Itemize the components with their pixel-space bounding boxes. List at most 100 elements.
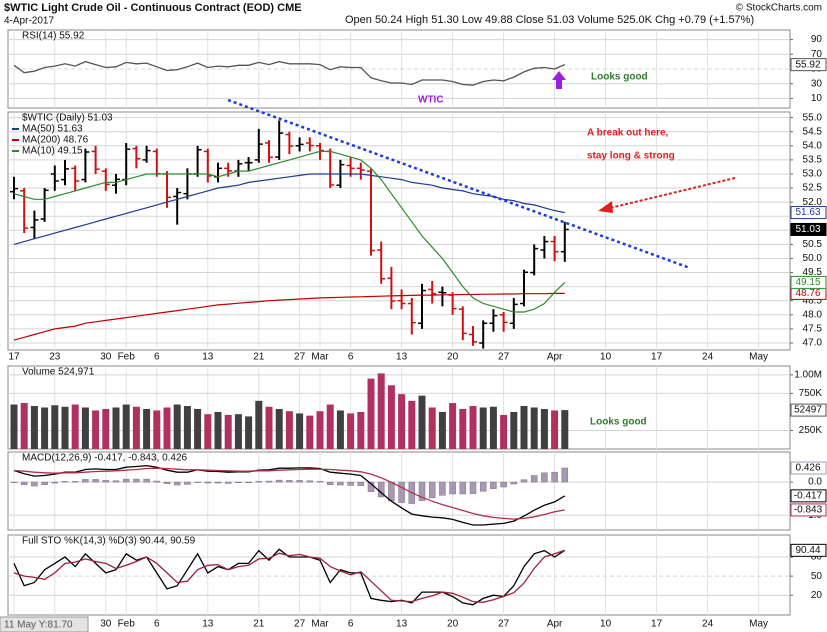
histogram-bar: [418, 481, 426, 501]
series-line: [13, 467, 565, 520]
volume-bar: [551, 410, 559, 449]
volume-bar: [214, 411, 222, 449]
panel-frame: [7, 29, 791, 109]
volume-bar: [510, 411, 518, 449]
histogram-bar: [347, 481, 354, 486]
legend-label: MA(50) 51.63: [22, 124, 83, 135]
y-tick-label: 48.0: [803, 309, 823, 320]
series-line: [13, 173, 565, 245]
volume-bar: [285, 411, 293, 449]
legend-label: Volume 524,971: [22, 367, 95, 378]
histogram-bar: [479, 481, 487, 492]
value-tag-label: 51.63: [795, 207, 820, 218]
legend-label: MACD(12,26,9) -0.417, -0.843, 0.426: [22, 453, 188, 464]
x-tick-label: 13: [202, 352, 214, 363]
histogram-bar: [51, 481, 59, 484]
histogram-bar: [265, 480, 273, 483]
x-tick-label: Feb: [118, 352, 136, 363]
histogram-bar: [439, 481, 446, 496]
histogram-bar: [337, 481, 344, 486]
histogram-bar: [214, 481, 222, 484]
x-tick-label: Mar: [311, 352, 329, 363]
histogram-bar: [541, 472, 548, 483]
histogram-bar: [184, 481, 191, 485]
value-tag: [790, 489, 827, 503]
x-tick-label: 17: [651, 352, 663, 363]
x-tick-label: 23: [49, 352, 61, 363]
pointer-arrow-head: [598, 201, 613, 213]
volume-bar: [438, 411, 446, 449]
x-tick-label: 10: [600, 352, 612, 363]
date: 4-Apr-2017: [4, 16, 54, 27]
value-tag-label: -0.843: [794, 505, 823, 516]
histogram-bar: [20, 481, 28, 485]
histogram-bar: [398, 481, 405, 503]
volume-bar: [153, 410, 161, 449]
volume-bar: [387, 385, 395, 449]
histogram-bar: [326, 481, 334, 485]
value-tag-label: 0.426: [795, 463, 820, 474]
x-tick-label: 30: [100, 352, 112, 363]
volume-bar: [132, 406, 140, 449]
volume-bar: [367, 378, 375, 449]
volume-bar: [173, 404, 181, 449]
volume-bar: [336, 410, 344, 449]
volume-bar: [520, 406, 528, 449]
volume-bar: [194, 408, 202, 449]
histogram-bar: [102, 480, 110, 483]
x-tick-label: 6: [348, 619, 354, 630]
value-tag-label: -0.417: [794, 490, 823, 501]
x-tick-label: Apr: [547, 352, 563, 363]
x-tick-label: 13: [396, 352, 408, 363]
cursor-box: [0, 616, 89, 632]
panels: [7, 29, 793, 616]
volume-bar: [61, 406, 69, 449]
volume-bar: [20, 403, 28, 449]
marks: 103050709047.047.548.048.549.049.550.050…: [8, 31, 827, 630]
volume-bar: [500, 414, 508, 449]
histogram-bar: [469, 481, 477, 494]
histogram-bar: [388, 481, 395, 502]
x-tick-label: 10: [600, 619, 612, 630]
cursor-readout: 11 May Y:81.70: [4, 620, 73, 631]
value-tag: [790, 206, 827, 220]
pointer-arrow: [609, 177, 736, 209]
volume-bar: [408, 400, 416, 449]
histogram-bar: [173, 481, 181, 486]
value-tag: [790, 58, 827, 72]
value-tag-label: 52497: [794, 405, 822, 416]
histogram-bar: [520, 479, 528, 483]
x-tick-label: 17: [651, 619, 663, 630]
y-tick-label: 50.0: [803, 253, 823, 264]
volume-bar: [275, 408, 283, 449]
volume-bar: [316, 411, 324, 449]
trend-line: [227, 98, 691, 270]
y-tick-label: 30: [811, 78, 823, 89]
volume-bar: [265, 406, 273, 449]
histogram-bar: [71, 481, 79, 483]
histogram-bar: [133, 478, 140, 483]
volume-bar: [489, 406, 497, 449]
y-tick-label: 20: [811, 590, 823, 601]
x-tick-label: 27: [498, 352, 510, 363]
y-tick-label: 50: [811, 571, 823, 582]
y-tick-label: 47.0: [803, 338, 823, 349]
volume-bar: [102, 408, 110, 449]
histogram-bar: [61, 481, 69, 483]
volume-bar: [398, 394, 406, 449]
symbol-title: $WTIC Light Crude Oil - Continuous Contr…: [4, 2, 302, 14]
volume-bar: [296, 413, 304, 449]
histogram-bar: [10, 481, 18, 483]
y-tick-label: 53.5: [803, 155, 823, 166]
histogram-bar: [92, 479, 99, 483]
x-tick-label: 21: [253, 619, 265, 630]
volume-bar: [204, 414, 212, 449]
x-tick-label: May: [749, 352, 768, 363]
y-tick-label: 750K: [799, 388, 823, 399]
y-tick-label: 54.0: [803, 140, 823, 151]
x-tick-label: 27: [294, 352, 306, 363]
volume-bar: [377, 373, 385, 449]
x-tick-label: 27: [498, 619, 510, 630]
histogram-bar: [41, 481, 48, 485]
